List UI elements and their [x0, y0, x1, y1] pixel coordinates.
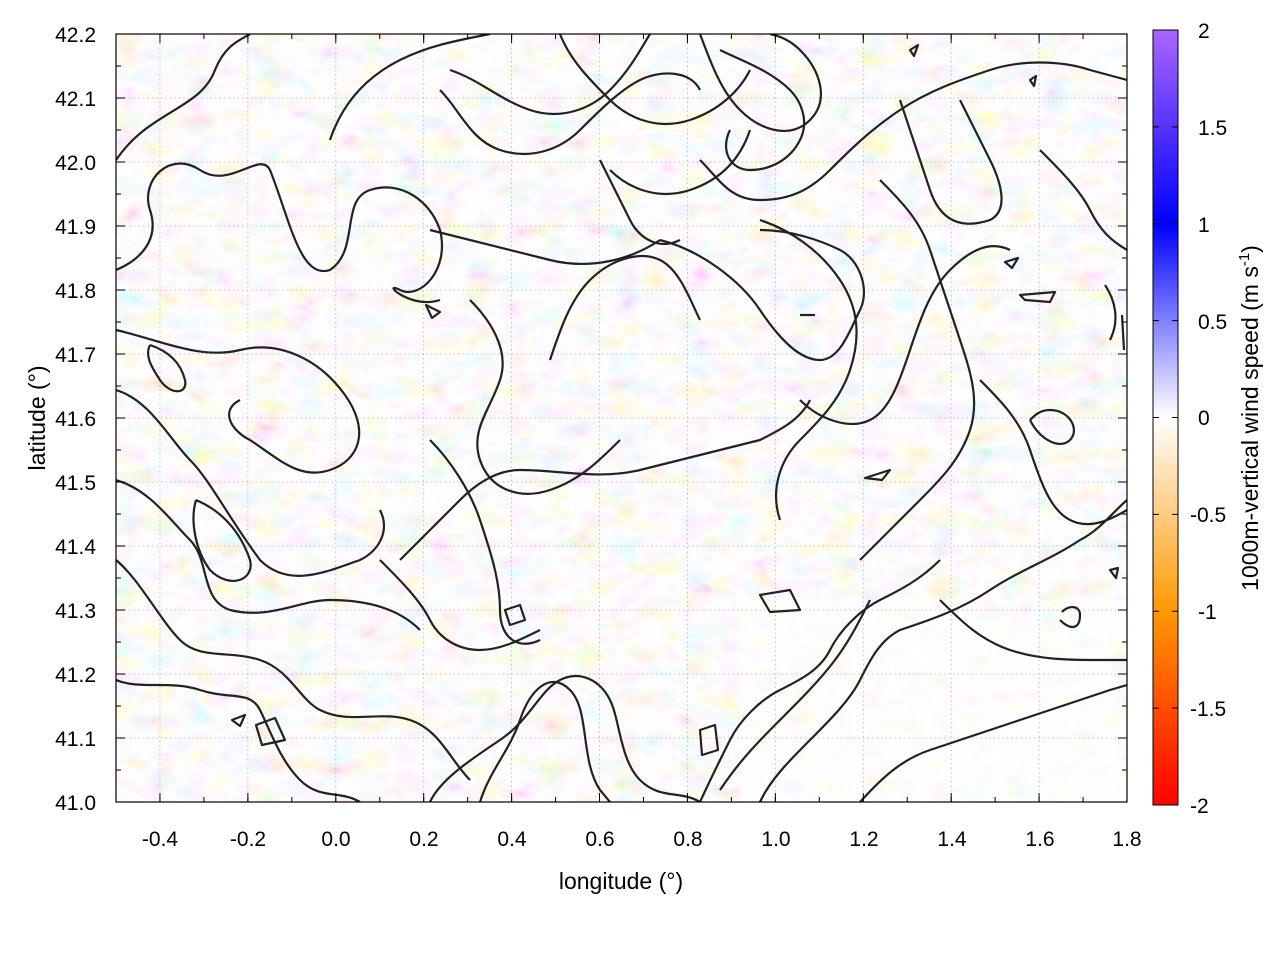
- colorbar-tick-label: -0.5: [1190, 504, 1226, 527]
- x-tick-label: 0.8: [673, 828, 702, 851]
- x-tick-labels: -0.4 -0.2 0.0 0.2 0.4 0.6 0.8 1.0 1.2 1.…: [142, 828, 1142, 851]
- colorbar-tick-label: 2: [1198, 20, 1210, 43]
- colorbar: 2 1.5 1 0.5 0 -0.5 -1 -1.5 -2 1000m-vert…: [1152, 20, 1263, 818]
- colorbar-tick-label: 1: [1198, 214, 1210, 237]
- y-axis-label: latitude (°): [24, 365, 50, 470]
- x-tick-label: 0.2: [409, 828, 438, 851]
- colorbar-tick-label: -1: [1198, 601, 1217, 624]
- colorbar-tick-label: 1.5: [1198, 117, 1227, 140]
- colorbar-label-superscript: -1: [1236, 253, 1253, 266]
- x-tick-label: 1.2: [849, 828, 878, 851]
- y-tick-label: 41.2: [55, 664, 96, 687]
- colorbar-tick-label: 0: [1198, 407, 1210, 430]
- y-tick-label: 41.1: [55, 728, 96, 751]
- x-tick-label: 0.4: [497, 828, 527, 851]
- colorbar-tick-label: -2: [1190, 795, 1209, 818]
- x-tick-label: -0.2: [230, 828, 266, 851]
- y-tick-label: 42.1: [55, 88, 96, 111]
- colorbar-label-main: 1000m-vertical wind speed (m s: [1237, 266, 1263, 591]
- colorbar-label: 1000m-vertical wind speed (m s-1): [1236, 245, 1263, 591]
- colorbar-tick-label: 0.5: [1198, 311, 1227, 334]
- colorbar-tick-label: -1.5: [1190, 698, 1226, 721]
- x-tick-label: 1.8: [1112, 828, 1141, 851]
- y-tick-label: 41.9: [55, 216, 96, 239]
- x-tick-label: 1.4: [937, 828, 967, 851]
- x-tick-label: -0.4: [142, 828, 179, 851]
- y-tick-label: 41.4: [55, 536, 96, 559]
- y-tick-label: 41.8: [55, 280, 96, 303]
- x-tick-label: 0.6: [585, 828, 614, 851]
- y-tick-label: 42.0: [55, 152, 96, 175]
- contour-lines: [116, 34, 1127, 802]
- y-tick-label: 41.5: [55, 472, 96, 495]
- y-tick-labels: 41.0 41.1 41.2 41.3 41.4 41.5 41.6 41.7 …: [55, 24, 96, 815]
- y-tick-label: 41.7: [55, 344, 96, 367]
- x-axis-label: longitude (°): [559, 868, 683, 894]
- colorbar-tick-marks: [1153, 29, 1178, 806]
- colorbar-label-suffix: ): [1237, 245, 1263, 253]
- x-tick-label: 0.0: [321, 828, 350, 851]
- y-tick-label: 41.6: [55, 408, 96, 431]
- x-tick-label: 1.0: [761, 828, 790, 851]
- y-tick-label: 42.2: [55, 24, 96, 47]
- x-tick-label: 1.6: [1025, 828, 1054, 851]
- y-tick-label: 41.3: [55, 600, 96, 623]
- tick-marks: [115, 33, 1128, 803]
- y-tick-label: 41.0: [55, 792, 96, 815]
